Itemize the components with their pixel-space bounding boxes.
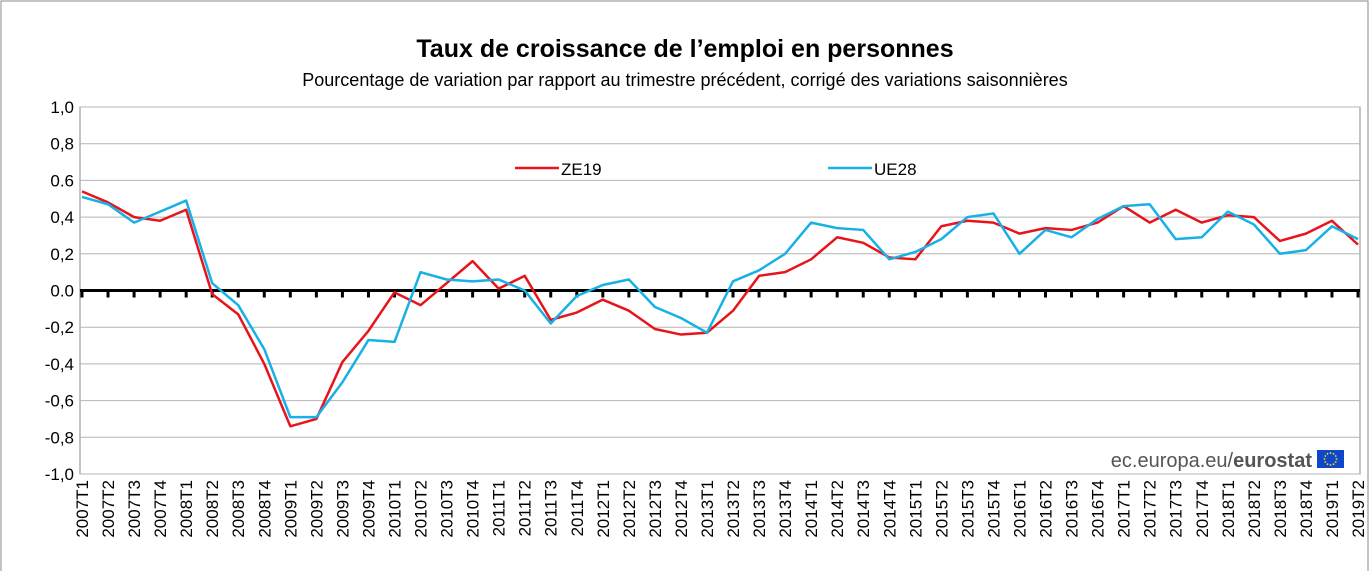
x-tick-label: 2011T4 [568,480,587,536]
x-tick-label: 2009T4 [359,480,378,538]
x-tick-label: 2014T2 [828,480,847,538]
eu-star [1334,461,1337,463]
eu-star [1332,463,1335,466]
eu-star [1329,464,1332,466]
series-line [81,195,1359,419]
x-tick-label: 2016T2 [1037,480,1056,538]
y-tick-label: 0.6 [50,171,74,190]
y-tick-label: 0,8 [50,135,74,154]
eu-star [1324,455,1327,457]
x-tick-label: 2014T4 [880,480,899,538]
x-tick-label: 2010T3 [438,480,457,538]
y-tick-label: 1,0 [50,98,74,117]
x-tick-label: 2008T1 [177,480,196,538]
x-tick-label: 2019T1 [1323,480,1342,538]
eu-flag [1317,450,1344,468]
x-tick-label: 2013T4 [776,480,795,538]
eu-star [1335,458,1338,460]
x-tick-label: 2007T1 [73,480,92,538]
eu-star [1324,461,1327,463]
x-tick-label: 2018T4 [1297,480,1316,538]
x-tick-label: 2007T3 [125,480,144,538]
eu-star [1334,455,1337,457]
x-tick-label: 2016T1 [1010,480,1029,538]
watermark-brand: eurostat [1233,450,1312,472]
x-tick-label: 2012T2 [620,480,639,538]
y-tick-label: -0,2 [45,318,74,337]
y-tick-label: 0,4 [50,208,74,227]
x-tick-label: 2013T1 [698,480,717,538]
x-tick-label: 2017T3 [1167,480,1186,538]
x-tick-label: 2008T4 [255,480,274,538]
eu-star [1326,452,1329,455]
eu-star [1332,452,1335,455]
y-tick-label: -1,0 [45,465,74,484]
legend-label: ZE19 [561,160,602,179]
x-tick-label: 2009T3 [333,480,352,538]
x-tick-label: 2012T4 [672,480,691,538]
eu-star [1326,463,1329,466]
x-tick-label: 2018T3 [1271,480,1290,538]
y-tick-label: -0,6 [45,392,74,411]
x-tick-label: 2007T4 [151,480,170,538]
series-line [81,190,1359,428]
x-tick-label: 2014T1 [802,480,821,538]
x-tick-label: 2017T1 [1115,480,1134,538]
x-tick-label: 2009T2 [307,480,326,538]
x-tick-label: 2019T2 [1349,480,1368,538]
x-tick-label: 2010T1 [385,480,404,538]
x-tick-label: 2012T3 [646,480,665,538]
x-tick-label: 2013T2 [724,480,743,538]
x-tick-label: 2010T2 [412,480,431,538]
x-tick-label: 2008T2 [203,480,222,538]
x-tick-label: 2012T1 [594,480,613,538]
x-tick-label: 2015T4 [984,480,1003,538]
x-tick-label: 2011T3 [542,480,561,536]
chart-subtitle: Pourcentage de variation par rapport au … [302,70,1067,90]
x-tick-label: 2011T2 [516,480,535,536]
x-tick-label: 2010T4 [464,480,483,538]
eu-star [1329,452,1332,454]
x-tick-label: 2016T4 [1089,480,1108,538]
legend-label: UE28 [874,160,917,179]
watermark: ec.europa.eu/eurostat [1111,450,1313,472]
x-tick-label: 2013T3 [750,480,769,538]
x-tick-label: 2015T3 [958,480,977,538]
y-tick-label: 0,2 [50,245,74,264]
x-tick-label: 2017T2 [1141,480,1160,538]
x-tick-label: 2018T1 [1219,480,1238,538]
watermark-site: ec.europa.eu/ [1111,450,1234,472]
x-tick-label: 2015T2 [932,480,951,538]
x-tick-label: 2018T2 [1245,480,1264,538]
x-tick-label: 2011T1 [490,480,509,536]
x-tick-label: 2007T2 [99,480,118,538]
x-tick-label: 2009T1 [281,480,300,538]
x-tick-label: 2016T3 [1063,480,1082,538]
y-tick-label: 0.0 [50,282,74,301]
x-tick-label: 2017T4 [1193,480,1212,538]
chart-title: Taux de croissance de l’emploi en person… [416,35,953,63]
x-tick-label: 2014T3 [854,480,873,538]
x-tick-label: 2015T1 [906,480,925,538]
eu-star [1323,458,1326,460]
y-tick-label: -0,4 [45,355,74,374]
x-tick-label: 2008T3 [229,480,248,538]
y-tick-label: -0,8 [45,428,74,447]
